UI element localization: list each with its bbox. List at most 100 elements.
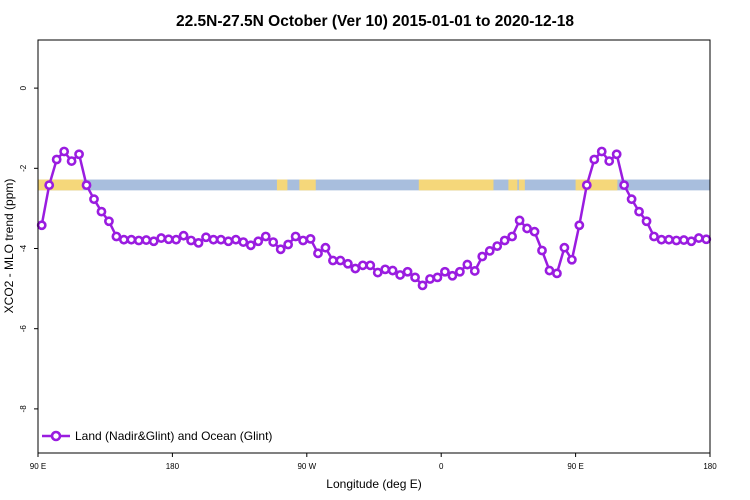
data-point <box>59 146 70 157</box>
data-point <box>268 237 279 247</box>
land-segment-6 <box>575 179 618 191</box>
data-point <box>671 235 682 246</box>
data-point <box>552 268 562 279</box>
data-point <box>51 154 62 165</box>
data-point <box>678 235 689 245</box>
chart-title: 22.5N-27.5N October (Ver 10) 2015-01-01 … <box>176 13 574 30</box>
x-axis-ticks: 90 E 180 90 W 0 90 E 180 <box>30 453 717 471</box>
data-point <box>290 231 301 242</box>
plot-frame <box>37 39 711 454</box>
data-point <box>44 180 55 191</box>
legend-label: Land (Nadir&Glint) and Ocean (Glint) <box>75 429 272 443</box>
data-point <box>656 234 667 245</box>
data-point <box>201 232 211 243</box>
ocean-band <box>38 179 710 191</box>
data-point <box>507 231 518 242</box>
data-point <box>365 260 376 271</box>
data-point <box>133 235 144 246</box>
data-point <box>649 231 659 242</box>
data-point <box>305 233 316 244</box>
data-point <box>328 255 338 266</box>
series-points-layer <box>36 146 712 291</box>
data-point <box>163 234 174 245</box>
data-point <box>216 234 226 245</box>
y-tick-label: 0 <box>19 85 28 90</box>
data-point <box>118 234 129 245</box>
data-point <box>245 240 256 251</box>
data-point <box>81 180 92 191</box>
data-point <box>462 259 473 270</box>
data-point <box>641 216 652 227</box>
land-ocean-band <box>38 179 710 191</box>
data-point <box>380 264 391 275</box>
y-tick-label: -4 <box>19 244 28 252</box>
data-point <box>104 216 114 227</box>
data-point <box>425 274 435 284</box>
land-segment-3 <box>418 179 494 191</box>
data-point <box>335 255 346 266</box>
x-tick-label: 90 E <box>30 462 46 471</box>
y-tick-label: -8 <box>19 405 28 413</box>
data-point <box>611 149 622 160</box>
data-point <box>693 233 704 243</box>
data-point <box>395 270 406 280</box>
data-point <box>626 194 637 205</box>
data-point <box>522 223 532 234</box>
data-point <box>260 231 271 242</box>
legend-marker <box>50 430 62 442</box>
y-tick-label: -2 <box>19 164 28 172</box>
data-point <box>619 180 630 191</box>
y-axis-label: XCO2 - MLO trend (ppm) <box>2 179 16 314</box>
data-point <box>581 180 592 191</box>
data-point <box>298 235 308 246</box>
data-point <box>253 236 264 247</box>
data-point <box>313 248 323 259</box>
y-axis-ticks: 0 -2 -4 -6 -8 <box>19 85 38 412</box>
data-point <box>36 220 47 231</box>
data-point <box>574 220 585 231</box>
x-tick-label: 180 <box>166 462 180 471</box>
x-tick-label: 180 <box>703 462 717 471</box>
x-axis-label: Longitude (deg E) <box>326 477 421 491</box>
data-point <box>223 236 234 247</box>
data-point <box>596 146 607 157</box>
data-point <box>701 234 712 245</box>
data-point <box>148 236 159 247</box>
data-point <box>589 154 600 165</box>
data-point <box>387 265 398 276</box>
data-point <box>372 267 383 278</box>
data-point <box>89 194 99 205</box>
data-point <box>74 149 84 160</box>
data-point <box>664 234 674 245</box>
data-point <box>566 254 577 265</box>
data-point <box>357 260 368 271</box>
land-segment-5 <box>518 179 525 191</box>
data-point <box>604 156 615 166</box>
land-segment-4 <box>508 179 518 191</box>
data-point <box>492 241 503 251</box>
data-point <box>186 235 196 246</box>
data-point <box>193 237 204 248</box>
land-segment-2 <box>299 179 316 191</box>
data-point <box>111 231 122 242</box>
data-point <box>537 245 547 256</box>
data-point <box>156 233 167 243</box>
x-tick-label: 90 W <box>297 462 316 471</box>
data-point <box>320 242 331 253</box>
legend: Land (Nadir&Glint) and Ocean (Glint) <box>42 429 272 443</box>
x-tick-label: 0 <box>439 462 444 471</box>
data-point <box>529 226 540 237</box>
data-point <box>544 265 555 276</box>
data-point <box>275 244 286 255</box>
data-point <box>410 272 420 283</box>
data-point <box>484 246 495 256</box>
data-point <box>96 206 107 217</box>
data-point <box>469 266 480 276</box>
land-segment-0 <box>38 179 83 191</box>
land-segment-1 <box>276 179 288 191</box>
data-point <box>440 266 450 277</box>
data-point <box>432 272 443 283</box>
data-point <box>634 206 644 217</box>
y-tick-label: -6 <box>19 325 28 333</box>
data-point <box>454 266 465 277</box>
